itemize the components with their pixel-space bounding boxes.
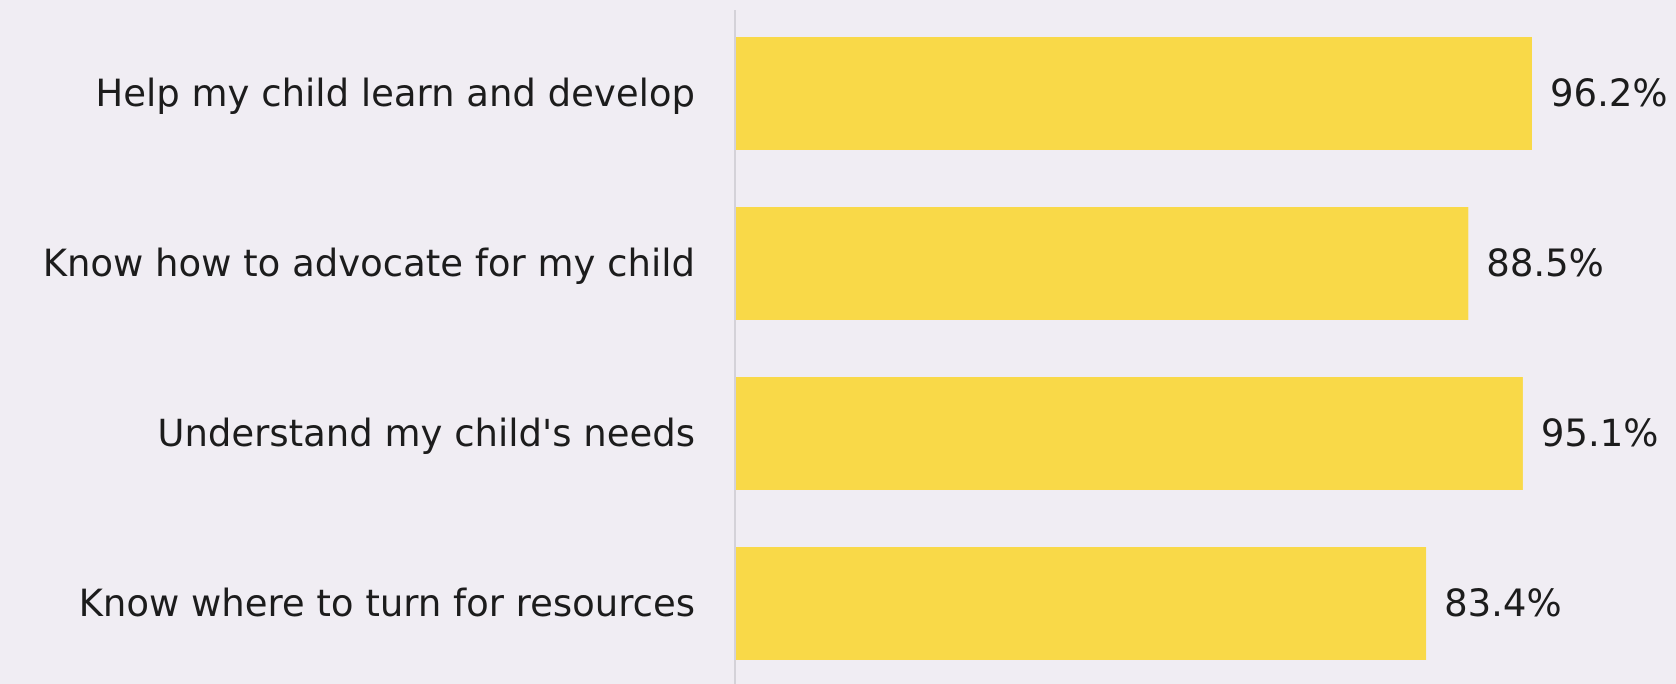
category-label-2: Know how to advocate for my child bbox=[43, 242, 695, 285]
value-label-2: 88.5% bbox=[1486, 242, 1604, 285]
bars-group bbox=[736, 37, 1532, 660]
bar-4 bbox=[736, 547, 1427, 660]
bar-3 bbox=[736, 377, 1523, 490]
value-label-3: 95.1% bbox=[1541, 412, 1659, 455]
category-labels-group: Help my child learn and develop Know how … bbox=[43, 72, 695, 625]
bar-2 bbox=[736, 207, 1469, 320]
value-label-4: 83.4% bbox=[1444, 582, 1562, 625]
category-label-4: Know where to turn for resources bbox=[79, 582, 695, 625]
value-label-1: 96.2% bbox=[1550, 72, 1668, 115]
bar-1 bbox=[736, 37, 1532, 150]
value-labels-group: 96.2% 88.5% 95.1% 83.4% bbox=[1444, 72, 1667, 625]
category-label-1: Help my child learn and develop bbox=[95, 72, 695, 115]
category-label-3: Understand my child's needs bbox=[157, 412, 695, 455]
